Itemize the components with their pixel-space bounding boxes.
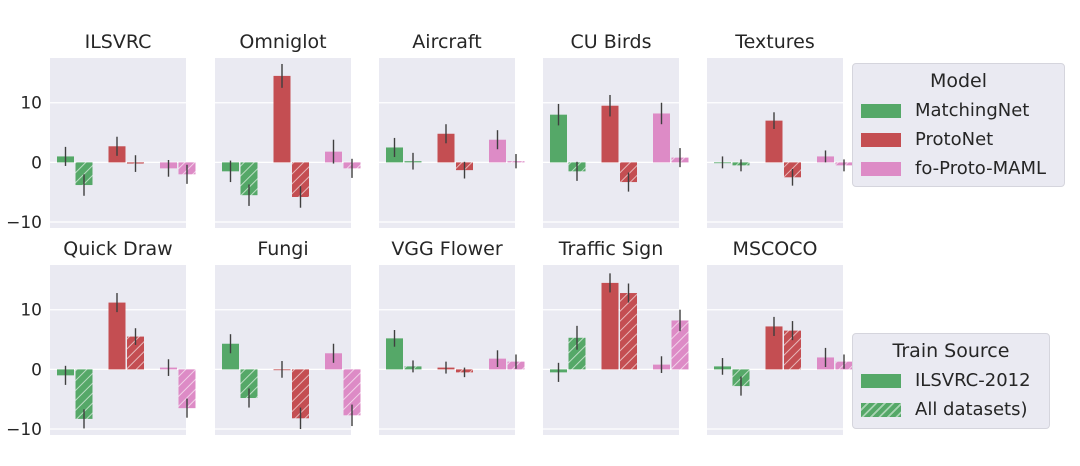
subplot-title: Textures	[734, 31, 814, 53]
subplot-cu-birds: CU Birds	[543, 31, 689, 228]
bar-matchingnet-all-datasets	[240, 162, 258, 196]
bar-protonet-all-datasets	[784, 330, 801, 370]
legend-model: Model MatchingNet ProtoNet fo-Proto-MAML	[852, 63, 1065, 187]
bar-protonet-all-datasets	[292, 162, 309, 197]
subplot-background	[50, 58, 186, 228]
legend-label: All datasets)	[915, 399, 1028, 420]
subplot-quick-draw: −10 0 10 Quick Draw	[6, 238, 196, 440]
subplot-title: Omniglot	[239, 31, 326, 53]
legend-item-fo-proto-maml: fo-Proto-MAML	[853, 154, 1064, 183]
subplot-aircraft: Aircraft	[379, 31, 525, 228]
subplot-title: Traffic Sign	[558, 238, 664, 260]
bar-protonet-ilsvrc-2012	[601, 105, 619, 163]
bar-matchingnet-all-datasets	[240, 369, 258, 399]
bar-protonet-all-datasets	[620, 293, 637, 370]
legend-item-all-datasets: All datasets)	[853, 395, 1049, 424]
legend-item-protonet: ProtoNet	[853, 125, 1064, 154]
subplot-title: CU Birds	[571, 31, 652, 53]
bar-matchingnet-all-datasets	[75, 162, 93, 186]
subplot-traffic-sign: Traffic Sign	[543, 238, 689, 435]
bar-matchingnet-all-datasets	[568, 337, 586, 370]
bar-protonet-ilsvrc-2012	[765, 326, 783, 370]
subplot-title: ILSVRC	[85, 31, 152, 53]
legend-swatch-protonet	[861, 132, 901, 147]
y-tick-label: 0	[31, 360, 42, 380]
legend-swatch-solid	[861, 373, 901, 388]
legend-swatch-hatched	[861, 402, 901, 417]
legend-train-source: Train Source ILSVRC-2012 All datasets)	[852, 333, 1050, 429]
subplot-title: MSCOCO	[733, 238, 818, 260]
bar-fo-proto-maml-all-datasets	[343, 369, 361, 416]
y-tick-label: 10	[20, 301, 42, 321]
subplot-title: VGG Flower	[391, 238, 503, 260]
bar-fo-proto-maml-ilsvrc-2012	[653, 113, 670, 163]
bar-protonet-ilsvrc-2012	[765, 120, 783, 163]
bar-protonet-ilsvrc-2012	[601, 282, 619, 370]
legend-swatch-fo-proto-maml	[861, 161, 901, 176]
bar-protonet-ilsvrc-2012	[108, 302, 126, 370]
bar-matchingnet-ilsvrc-2012	[386, 338, 403, 370]
subplot-title: Fungi	[257, 238, 308, 260]
y-tick-label: 0	[31, 153, 42, 173]
legend-model-title: Model	[929, 70, 988, 92]
bar-fo-proto-maml-all-datasets	[178, 369, 196, 409]
y-tick-label: −10	[6, 420, 42, 440]
subplot-omniglot: Omniglot	[215, 31, 361, 228]
bar-protonet-ilsvrc-2012	[437, 133, 455, 163]
legend-label: MatchingNet	[915, 100, 1030, 121]
subplot-ilsvrc: −10 0 10 ILSVRC	[6, 31, 196, 233]
bar-matchingnet-ilsvrc-2012	[222, 343, 239, 370]
bar-fo-proto-maml-ilsvrc-2012	[489, 139, 506, 163]
legend-swatch-matchingnet	[861, 103, 901, 118]
subplot-title: Quick Draw	[63, 238, 172, 260]
y-tick-label: −10	[6, 213, 42, 233]
legend-label: ILSVRC-2012	[915, 370, 1031, 391]
bar-protonet-all-datasets	[127, 336, 144, 370]
bar-fo-proto-maml-all-datasets	[671, 320, 689, 370]
legend-item-matchingnet: MatchingNet	[853, 96, 1064, 125]
bar-protonet-all-datasets	[620, 162, 637, 183]
subplot-textures: Textures	[707, 31, 853, 228]
subplot-title: Aircraft	[412, 31, 481, 53]
legend-label: ProtoNet	[915, 129, 994, 150]
legend-label: fo-Proto-MAML	[915, 158, 1047, 179]
bar-protonet-ilsvrc-2012	[273, 75, 291, 163]
legend-item-ilsvrc-2012: ILSVRC-2012	[853, 366, 1049, 395]
bar-matchingnet-all-datasets	[75, 369, 93, 419]
bar-protonet-all-datasets	[292, 369, 309, 419]
subplot-fungi: Fungi	[215, 238, 361, 435]
legend-source-title: Train Source	[892, 340, 1010, 362]
subplot-mscoco: MSCOCO	[707, 238, 853, 435]
subplot-vgg-flower: VGG Flower	[379, 238, 525, 435]
bar-matchingnet-ilsvrc-2012	[550, 114, 567, 163]
y-tick-label: 10	[20, 94, 42, 114]
